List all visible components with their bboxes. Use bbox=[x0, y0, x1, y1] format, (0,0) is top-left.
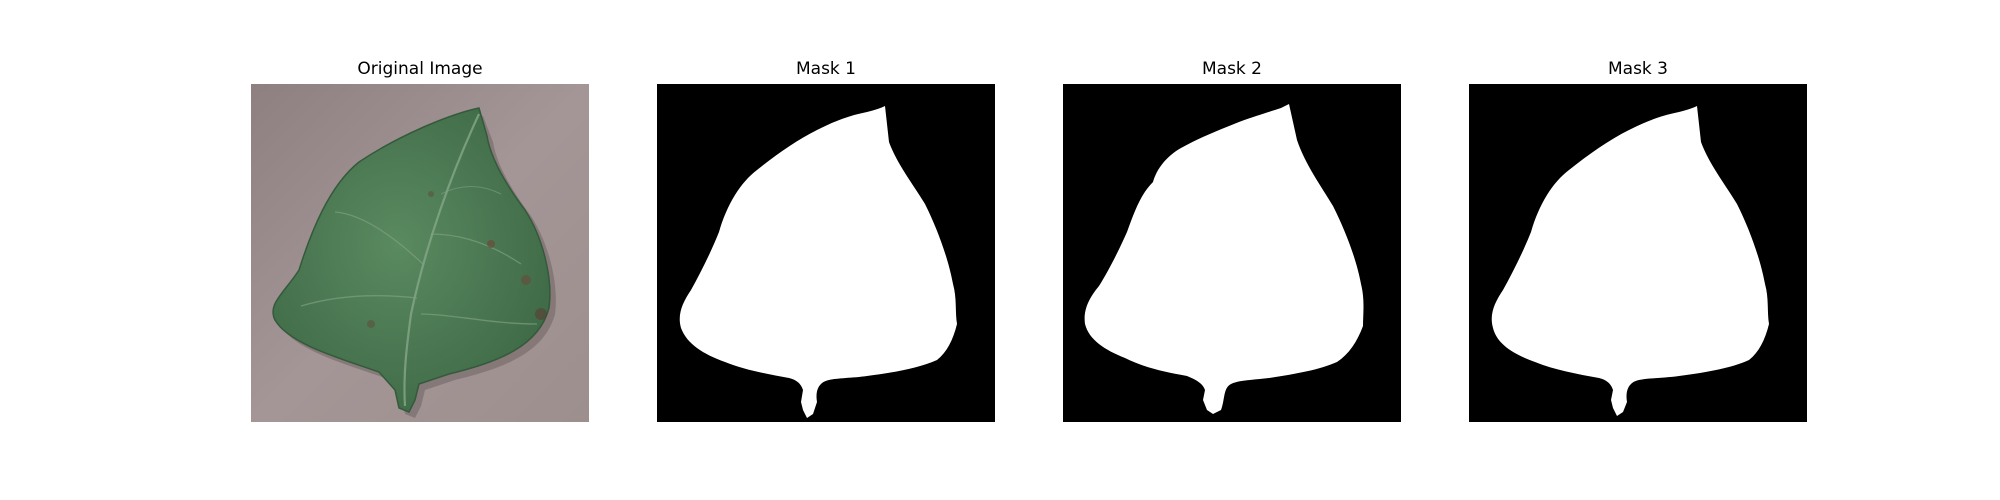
original-image-panel: Original Image bbox=[251, 58, 589, 422]
leaf-midrib bbox=[403, 113, 480, 407]
leaf-vein bbox=[430, 233, 522, 265]
mask-foreground bbox=[1491, 106, 1769, 416]
leaf-spot bbox=[487, 240, 495, 248]
leaf-vein bbox=[420, 313, 538, 325]
mask-2-panel: Mask 2 bbox=[1063, 58, 1401, 422]
mask-3-title: Mask 3 bbox=[1607, 59, 1668, 79]
leaf-spot bbox=[521, 275, 531, 285]
leaf-spot bbox=[367, 320, 375, 328]
mask-1-panel: Mask 1 bbox=[657, 58, 995, 422]
leaf-vein bbox=[300, 294, 418, 307]
leaf-vein bbox=[440, 186, 502, 195]
mask-2-title: Mask 2 bbox=[1201, 59, 1262, 79]
mask-foreground bbox=[679, 106, 957, 418]
original-image-title: Original Image bbox=[357, 59, 483, 79]
mask-1-title: Mask 1 bbox=[795, 59, 856, 79]
leaf-spot bbox=[535, 308, 547, 320]
mask-foreground bbox=[1084, 104, 1364, 414]
leaf-photo bbox=[251, 84, 589, 422]
leaf-body bbox=[272, 107, 551, 413]
leaf-vein bbox=[334, 211, 424, 265]
mask-1-image bbox=[657, 84, 995, 422]
mask-2-image bbox=[1063, 84, 1401, 422]
mask-3-panel: Mask 3 bbox=[1469, 58, 1807, 422]
mask-3-image bbox=[1469, 84, 1807, 422]
leaf-spot bbox=[428, 191, 434, 197]
